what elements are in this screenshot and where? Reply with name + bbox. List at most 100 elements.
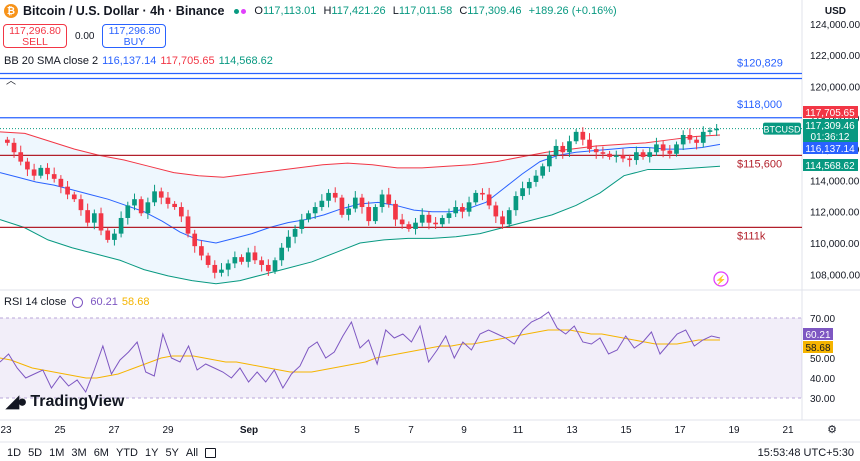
candle — [105, 230, 111, 240]
candle — [480, 192, 485, 195]
candle — [399, 219, 405, 225]
timeframe-5y[interactable]: 5Y — [165, 446, 179, 459]
ohlc-readout: O117,113.01 H117,421.26 L117,011.58 C117… — [254, 5, 617, 17]
candle — [439, 217, 445, 225]
candle — [680, 134, 686, 145]
candle — [700, 131, 706, 143]
candle — [45, 167, 50, 175]
rsi-value: 60.21 — [90, 296, 118, 308]
candle — [386, 194, 392, 204]
candle — [674, 144, 679, 154]
candle — [71, 194, 77, 200]
candle — [366, 207, 372, 222]
timeframe-6m[interactable]: 6M — [93, 446, 109, 459]
timeframe-1m[interactable]: 1M — [49, 446, 65, 459]
bb-upper-line — [0, 131, 721, 178]
calendar-icon[interactable] — [205, 447, 217, 458]
timeframe-1d[interactable]: 1D — [7, 446, 22, 459]
status-dots-icon[interactable] — [234, 8, 247, 14]
rsi-tag — [803, 341, 833, 353]
tradingview-logo[interactable]: ◢● TradingView — [6, 392, 124, 412]
alert-lightning-icon[interactable] — [713, 271, 729, 287]
sell-button[interactable]: 117,296.80 SELL — [3, 24, 67, 48]
price-tag-text: 01:36:12 — [811, 132, 850, 143]
candle — [580, 131, 586, 140]
price-tag — [803, 119, 858, 131]
candle — [199, 246, 204, 256]
time-tick-label: 25 — [54, 425, 66, 436]
candle — [553, 145, 559, 156]
candle — [212, 264, 218, 273]
rsi-tag — [803, 328, 833, 340]
candle — [520, 188, 525, 197]
candle — [533, 175, 539, 182]
candle — [627, 158, 633, 161]
rsi-settings-icon[interactable] — [72, 296, 84, 308]
time-tick-label: 9 — [461, 425, 467, 436]
chart-header: ₿ Bitcoin / U.S. Dollar · 4h · Binance O… — [0, 0, 621, 22]
timeframe-ytd[interactable]: YTD — [115, 446, 138, 459]
timeframe-3m[interactable]: 3M — [71, 446, 87, 459]
buy-button[interactable]: 117,296.80 BUY — [102, 24, 167, 48]
chevron-up-icon[interactable]: ︿ — [6, 76, 16, 87]
candle — [58, 178, 64, 187]
candle — [252, 252, 258, 261]
time-tick-label: 13 — [566, 425, 578, 436]
candle — [473, 192, 479, 203]
bb-label: BB 20 SMA close 2 — [4, 55, 99, 67]
time-tick-label: 19 — [728, 425, 740, 436]
price-tag-text: 116,137.14 — [805, 144, 855, 155]
candle — [587, 139, 592, 150]
candle — [265, 264, 271, 272]
candle — [620, 155, 626, 159]
candle — [78, 199, 84, 211]
candle — [647, 152, 653, 157]
timeframe-5d[interactable]: 5D — [28, 446, 43, 459]
candle — [607, 153, 612, 157]
time-tick-label: 29 — [162, 425, 174, 436]
candle — [192, 233, 198, 247]
rsi-ma-value: 58.68 — [121, 296, 150, 308]
spread-value: 0.00 — [75, 30, 95, 42]
symbol-tag — [763, 122, 801, 135]
sell-label: SELL — [22, 36, 48, 48]
rsi-band — [0, 318, 802, 398]
price-tag — [803, 106, 858, 118]
candle — [593, 149, 599, 153]
candle — [433, 222, 438, 225]
time-tick-label: 3 — [300, 425, 306, 436]
rsi-legend[interactable]: RSI 14 close 60.21 58.68 — [4, 296, 149, 308]
buy-label: BUY — [123, 36, 146, 48]
bb-legend[interactable]: BB 20 SMA close 2 116,137.14 117,705.65 114… — [4, 55, 273, 67]
candle — [460, 207, 465, 212]
candle — [91, 213, 97, 223]
candle — [25, 161, 30, 170]
candle — [18, 152, 24, 162]
candle — [513, 196, 519, 211]
settings-gear-icon[interactable]: ⚙ — [827, 424, 837, 436]
candle — [540, 166, 546, 176]
sell-price: 117,296.80 — [9, 25, 61, 37]
timeframe-1y[interactable]: 1Y — [144, 446, 159, 459]
candle — [640, 152, 646, 157]
rsi-tick-label: 30.00 — [810, 394, 835, 405]
symbol-title[interactable]: Bitcoin / U.S. Dollar · 4h · Binance — [23, 4, 225, 18]
price-tag-text: 117,309.46 — [805, 121, 855, 132]
symbol-tag-text: BTCUSD — [763, 125, 801, 135]
rsi-ma-line — [0, 329, 720, 379]
candle — [172, 203, 177, 208]
currency-label[interactable]: USD — [824, 6, 846, 17]
clock[interactable]: 15:53:48 UTC+5:30 — [757, 446, 854, 459]
candle — [500, 216, 505, 225]
candle — [65, 186, 70, 195]
candle — [205, 255, 211, 265]
candle — [332, 192, 338, 198]
timeframe-all[interactable]: All — [185, 446, 199, 459]
price-tick-label: 114,000.00 — [810, 176, 860, 187]
candle — [359, 197, 365, 208]
time-tick-label: 7 — [408, 425, 414, 436]
rsi-tag-text: 60.21 — [805, 330, 830, 341]
candle — [613, 155, 619, 157]
candle — [125, 205, 131, 218]
